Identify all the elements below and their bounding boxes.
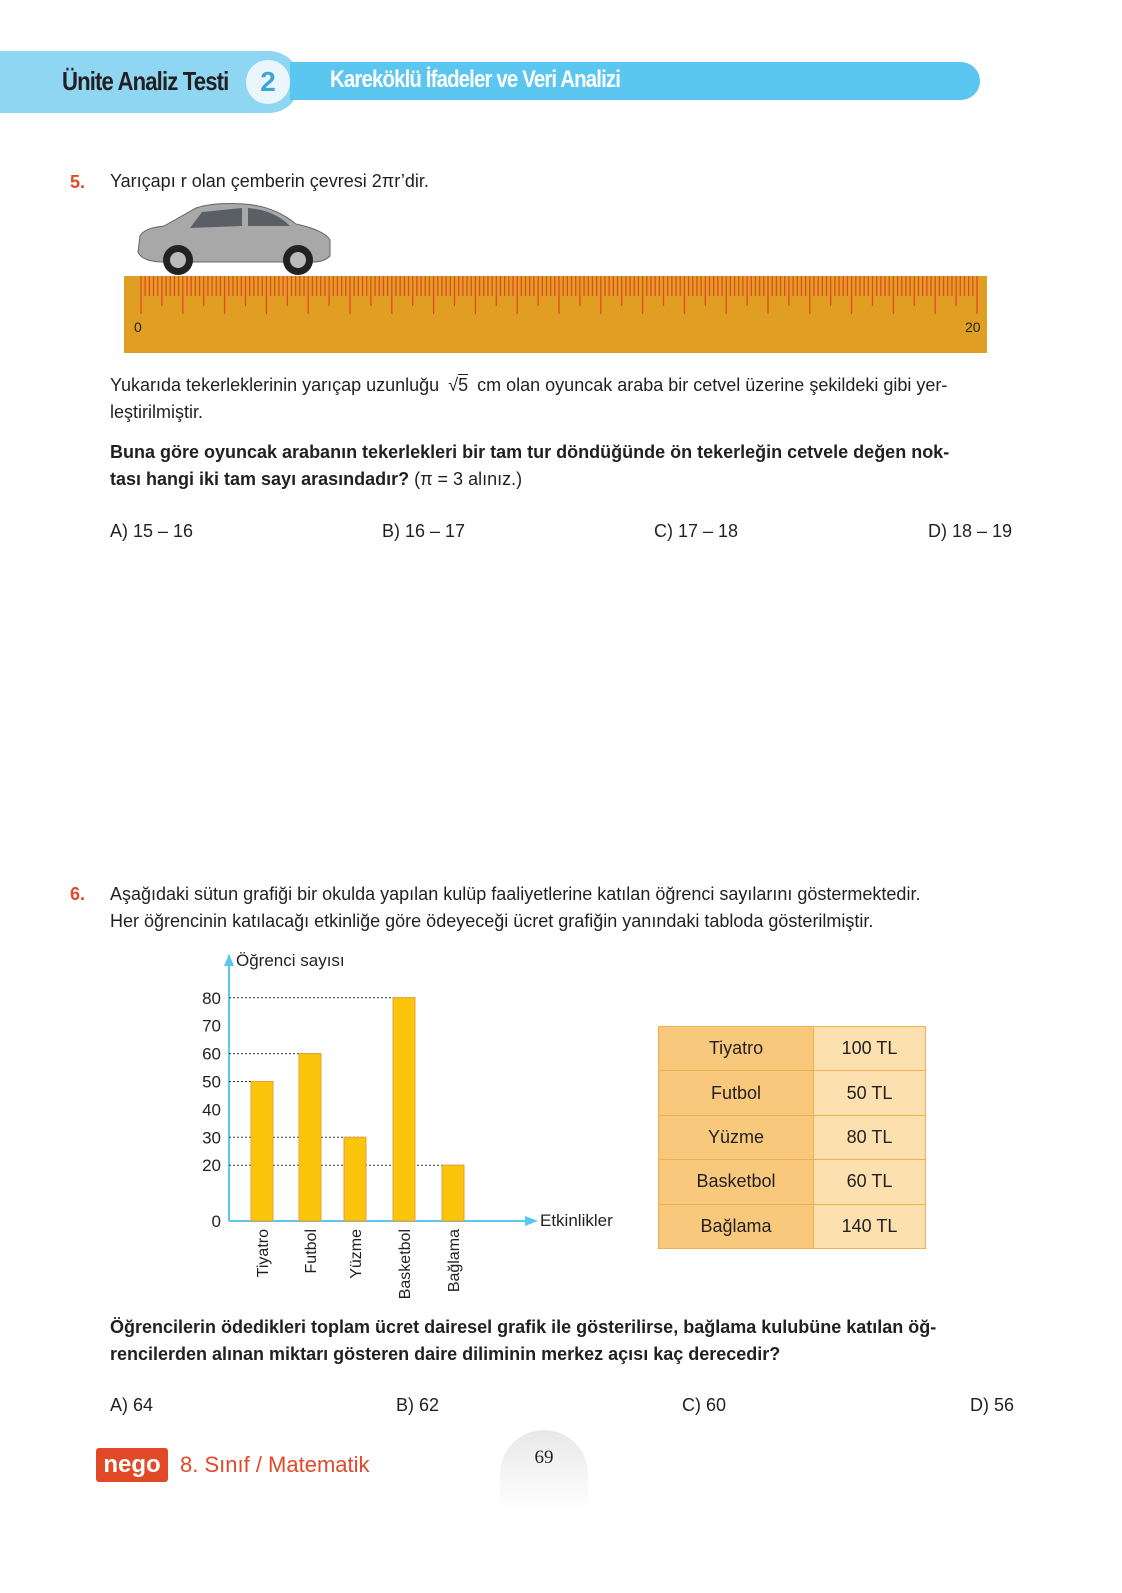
fee-row: Tiyatro 100 TL [658,1025,926,1072]
unit-test-title: Ünite Analiz Testi [62,66,229,96]
bar-futbol [298,1053,322,1222]
y-tick-label: 40 [202,1100,221,1119]
q6-option-b[interactable]: B) 62 [396,1395,440,1415]
x-axis-arrow-icon [525,1216,538,1226]
q5-body: Yukarıda tekerleklerinin yarıçap uzunluğ… [110,372,1020,426]
activity-name: Bağlama [658,1203,814,1249]
publisher-logo: nego [96,1448,168,1482]
y-tick-label: 60 [202,1045,221,1064]
q5-option-c[interactable]: C) 17 – 18 [654,521,739,541]
q6-option-a[interactable]: A) 64 [110,1395,154,1415]
x-axis-label: Etkinlikler [540,1211,613,1230]
y-tick-label: 20 [202,1156,221,1175]
bar-yüzme [343,1136,367,1222]
q6-question-line2: rencilerden alınan miktarı gösteren dair… [110,1344,781,1364]
x-tick-label: Yüzme [348,1229,365,1279]
question-number-6: 6. [70,884,86,904]
y-tick-label: 50 [202,1073,221,1092]
q6-intro-line2: Her öğrencinin katılacağı etkinliğe göre… [110,911,874,931]
q5-question-line2: tası hangi iki tam sayı arasındadır? [110,469,410,489]
fee-row: Bağlama 140 TL [658,1203,926,1249]
bar-chart: Öğrenci sayısı Etkinlikler 0 20 30 40 50 60 70 80… [202,951,613,1299]
ruler-end-label: 20 [965,319,981,335]
header-bar [290,62,980,100]
y-axis-arrow-icon [224,954,234,966]
fee-amount: 80 TL [813,1114,926,1161]
ruler-ticks [140,276,978,314]
test-number-badge: 2 [246,60,290,104]
x-tick-label: Futbol [303,1229,320,1273]
q6-intro: Aşağıdaki sütun grafiği bir okulda yapıl… [110,881,1020,935]
q5-option-d[interactable]: D) 18 – 19 [928,521,1013,541]
fee-amount: 140 TL [813,1203,926,1249]
y-tick-label: 70 [202,1017,221,1036]
fee-row: Futbol 50 TL [658,1070,926,1116]
q5-body-part3: leştirilmiştir. [110,402,203,422]
q6-question-line1: Öğrencilerin ödedikleri toplam ücret dai… [110,1317,937,1337]
fee-amount: 100 TL [813,1025,926,1072]
fee-row: Basketbol 60 TL [658,1159,926,1205]
y-tick-label: 30 [202,1128,221,1147]
fee-amount: 60 TL [813,1159,926,1205]
bar-bağlama [441,1164,465,1222]
sqrt-expression: √5 [448,374,469,395]
q6-option-d[interactable]: D) 56 [970,1395,1015,1415]
q5-option-a[interactable]: A) 15 – 16 [110,521,194,541]
x-tick-label: Bağlama [446,1229,463,1292]
activity-name: Futbol [658,1070,814,1116]
q5-question-line1: Buna göre oyuncak arabanın tekerlekleri … [110,442,950,462]
q5-option-b[interactable]: B) 16 – 17 [382,521,466,541]
fee-row: Yüzme 80 TL [658,1114,926,1161]
x-tick-label: Basketbol [397,1229,414,1299]
q5-question: Buna göre oyuncak arabanın tekerlekleri … [110,439,1020,493]
page-number: 69 [500,1430,588,1510]
y-tick-label: 0 [212,1212,221,1231]
activity-name: Yüzme [658,1114,814,1161]
ruler: 0 20 [124,276,987,353]
activity-name: Tiyatro [658,1025,814,1072]
q5-body-part1: Yukarıda tekerleklerinin yarıçap uzunluğ… [110,375,440,395]
y-axis-label: Öğrenci sayısı [236,951,345,970]
sqrt-value: 5 [458,374,469,395]
bar-tiyatro [250,1081,274,1222]
toy-car-image [137,203,331,275]
q6-intro-line1: Aşağıdaki sütun grafiği bir okulda yapıl… [110,884,921,904]
question-number-5: 5. [70,172,86,192]
y-tick-label: 80 [202,989,221,1008]
bar-basketbol [392,997,416,1222]
q5-question-note: (π = 3 alınız.) [414,469,523,489]
fee-table: Tiyatro 100 TL Futbol 50 TL Yüzme 80 TL Basket… [658,1025,926,1249]
unit-subtitle: Kareköklü İfadeler ve Veri Analizi [330,66,621,93]
ruler-start-label: 0 [134,319,142,335]
fee-amount: 50 TL [813,1070,926,1116]
q5-body-part2: cm olan oyuncak araba bir cetvel üzerine… [477,375,948,395]
course-label: 8. Sınıf / Matematik [180,1452,370,1477]
q6-question: Öğrencilerin ödedikleri toplam ücret dai… [110,1314,1020,1368]
q6-option-c[interactable]: C) 60 [682,1395,727,1415]
x-tick-label: Tiyatro [255,1229,272,1277]
activity-name: Basketbol [658,1159,814,1205]
q5-intro: Yarıçapı r olan çemberin çevresi 2πr’dir… [110,171,429,191]
